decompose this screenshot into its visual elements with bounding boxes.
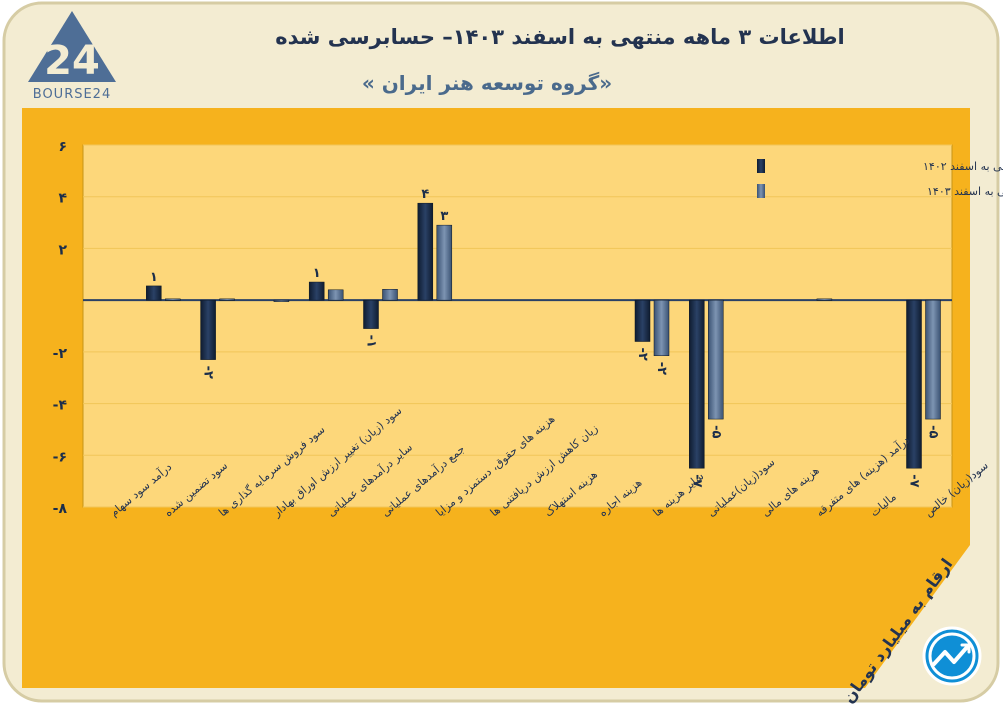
bar-series-1-cat-6 — [436, 224, 453, 301]
logo-mark: 24 — [44, 38, 100, 84]
bar-series-1-cat-5 — [382, 289, 398, 301]
y-axis-ticks: ۶ ۴ ۲ -۲ -۴ -۶ -۸ — [53, 139, 68, 517]
bar-series-1-cat-3 — [273, 299, 290, 302]
data-label: -۵ — [926, 425, 941, 438]
plot-area — [82, 144, 953, 508]
y-tick-label: -۶ — [53, 449, 67, 465]
bar-series-1-cat-1 — [165, 298, 181, 301]
bar-series-0-cat-2 — [200, 299, 216, 360]
data-label: ۱ — [313, 266, 321, 281]
data-label: ۴ — [421, 187, 429, 202]
data-label: -۲ — [201, 366, 216, 379]
data-label: ۱ — [150, 270, 158, 285]
legend-swatch-1402 — [757, 159, 765, 173]
bars — [146, 202, 941, 469]
bar-series-1-cat-15 — [925, 299, 941, 420]
chart-title: اطلاعات ۳ ماهه منتهی به اسفند ۱۴۰۳– حساب… — [275, 25, 845, 49]
legend-swatch-1403 — [757, 184, 765, 198]
bar-series-1-cat-2 — [219, 298, 235, 301]
data-label: -۷ — [907, 474, 922, 487]
bar-series-0-cat-5 — [363, 299, 379, 329]
trend-arrow-circle-icon — [922, 626, 982, 686]
y-tick-label: -۴ — [53, 398, 68, 414]
data-label: -۱ — [364, 335, 379, 348]
legend-label-1403: عملکرد منتهی به اسفند ۱۴۰۳ — [927, 185, 1003, 198]
data-label: -۵ — [708, 425, 723, 438]
y-tick-label: ۲ — [58, 242, 67, 258]
logo-text: BOURSE24 — [33, 87, 111, 102]
y-tick-label: ۴ — [58, 191, 67, 207]
bar-series-1-cat-13 — [816, 298, 833, 301]
bourse24-logo: 24 BOURSE24 — [28, 11, 116, 102]
bar-series-0-cat-4 — [308, 281, 325, 301]
y-tick-label: -۲ — [53, 346, 68, 362]
legend-label-1402: عملکرد منتهی به اسفند ۱۴۰۲ — [923, 160, 1003, 173]
bar-series-0-cat-6 — [417, 202, 434, 301]
bar-series-1-cat-4 — [327, 289, 344, 301]
bar-series-1-cat-10 — [653, 299, 670, 356]
y-tick-label: ۶ — [58, 139, 67, 155]
data-label: ۳ — [440, 209, 448, 224]
legend: عملکرد منتهی به اسفند ۱۴۰۲ عملکرد منتهی … — [757, 159, 1003, 198]
data-labels: ۱ -۲ ۱ -۱ ۴ -۲ -۷ -۷ ۳ -۲ -۵ -۵ — [150, 187, 941, 487]
bar-series-0-cat-10 — [634, 299, 651, 342]
bar-series-1-cat-11 — [708, 299, 724, 420]
data-label: -۷ — [689, 474, 704, 487]
logo-triangle-icon — [28, 11, 116, 82]
bar-series-0-cat-15 — [906, 299, 922, 469]
y-tick-label: -۸ — [53, 501, 68, 517]
data-label: -۲ — [654, 362, 669, 375]
chart-subtitle: «گروه توسعه هنر ایران » — [362, 71, 612, 95]
bar-series-0-cat-1 — [146, 285, 162, 301]
data-label: -۲ — [635, 348, 650, 361]
bar-series-0-cat-11 — [689, 299, 705, 469]
